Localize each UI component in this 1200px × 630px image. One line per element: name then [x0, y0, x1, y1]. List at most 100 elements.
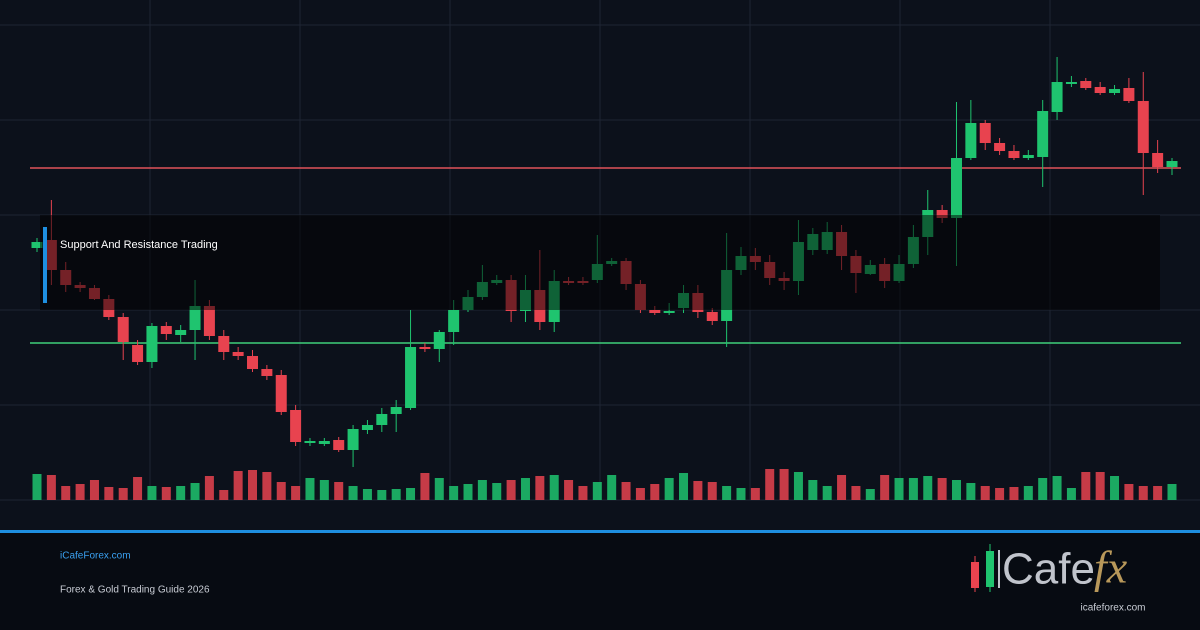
candle-body	[1137, 101, 1149, 153]
candle-body	[1094, 87, 1106, 93]
volume-bar	[1095, 472, 1105, 500]
logo-url: icafeforex.com	[1080, 603, 1145, 614]
chart-label: Support And Resistance Trading	[60, 239, 218, 251]
volume-bar	[722, 486, 732, 500]
volume-bar	[190, 483, 200, 500]
volume-bar	[362, 489, 372, 500]
volume-bar	[248, 470, 258, 500]
candle-body	[1152, 153, 1164, 167]
volume-bar	[793, 472, 803, 500]
candle-body	[1166, 161, 1178, 167]
candle-body	[247, 356, 259, 369]
logo: Cafe fx icafeforex.com	[971, 542, 1146, 614]
volume-bar	[233, 471, 243, 500]
volume-bar	[908, 478, 918, 500]
volume-bar	[779, 469, 789, 500]
volume-bar	[1110, 476, 1120, 500]
candle-body	[333, 440, 345, 450]
volume-bar	[46, 475, 56, 500]
volume-bar	[1009, 487, 1019, 500]
candle-body	[1037, 111, 1049, 157]
volume-bar	[1066, 488, 1076, 500]
volume-bar	[1153, 486, 1163, 500]
candle-body	[419, 347, 431, 349]
volume-bar	[420, 473, 430, 500]
volume-bar	[291, 486, 301, 500]
volume-bar	[219, 490, 229, 500]
volume-bar	[951, 480, 961, 500]
candle-body	[175, 330, 187, 335]
volume-bar	[434, 478, 444, 500]
candle-body	[290, 410, 302, 442]
logo-icon-body	[971, 562, 979, 588]
volume-bar	[118, 488, 128, 500]
candle-body	[361, 425, 373, 430]
candle-body	[146, 326, 158, 362]
volume-bar	[161, 487, 171, 500]
volume-bar	[995, 488, 1005, 500]
volume-bar	[133, 477, 143, 500]
volume-bar	[406, 488, 416, 500]
volume-bar	[104, 487, 114, 500]
candle-body	[1008, 151, 1020, 158]
volume-bar	[966, 483, 976, 500]
candle-body	[1051, 82, 1063, 112]
footer-subtitle: Forex & Gold Trading Guide 2026	[60, 585, 210, 596]
volume-bar	[679, 473, 689, 500]
candle-body	[433, 332, 445, 349]
logo-icon-body	[986, 551, 994, 587]
candle-body	[203, 306, 215, 336]
volume-bar	[808, 480, 818, 500]
volume-bar	[32, 474, 42, 500]
candle-body	[1065, 82, 1077, 84]
volume-bar	[319, 480, 329, 500]
volume-bar	[865, 489, 875, 500]
candle-body	[261, 369, 273, 376]
volume-bar	[262, 472, 272, 500]
volume-bar	[506, 480, 516, 500]
volume-bar	[1052, 476, 1062, 500]
volume-bar	[980, 486, 990, 500]
candle-body	[275, 375, 287, 412]
footer-rule	[0, 530, 1200, 533]
volume-bar	[765, 469, 775, 500]
volume-bar	[147, 486, 157, 500]
volume-bar	[635, 488, 645, 500]
volume-bar	[1124, 484, 1134, 500]
volume-bar	[1081, 472, 1091, 500]
candle-body	[232, 352, 244, 356]
candle-body	[1022, 155, 1034, 158]
volume-bar	[621, 482, 631, 500]
volume-bar	[1038, 478, 1048, 500]
volume-bar	[348, 486, 358, 500]
candle-body	[1109, 89, 1121, 93]
label-overlay	[40, 215, 1160, 310]
volume-bar	[377, 490, 387, 500]
volume-bar	[1138, 486, 1148, 500]
logo-accent: fx	[1094, 542, 1128, 593]
label-accent	[43, 227, 47, 303]
candle-body	[132, 345, 144, 362]
candle-body	[448, 310, 460, 332]
candle-body	[318, 441, 330, 444]
candle-body	[218, 336, 230, 352]
candle-body	[936, 210, 948, 218]
candle-body	[405, 347, 417, 408]
candle-body	[390, 407, 402, 414]
volume-bar	[1023, 486, 1033, 500]
volume-bar	[492, 483, 502, 500]
candle-body	[347, 429, 359, 450]
volume-bar	[204, 476, 214, 500]
candle-body	[1080, 81, 1092, 88]
volume-bar	[578, 486, 588, 500]
volume-bar	[75, 484, 85, 500]
footer-site: iCafeForex.com	[60, 551, 131, 562]
candle-body	[31, 242, 43, 248]
volume-bar	[707, 482, 717, 500]
candle-body	[706, 312, 718, 321]
volume-bar	[851, 486, 861, 500]
volume-bar	[564, 480, 574, 500]
volume-bar	[276, 482, 286, 500]
candle-body	[189, 306, 201, 330]
volume-bar	[477, 480, 487, 500]
